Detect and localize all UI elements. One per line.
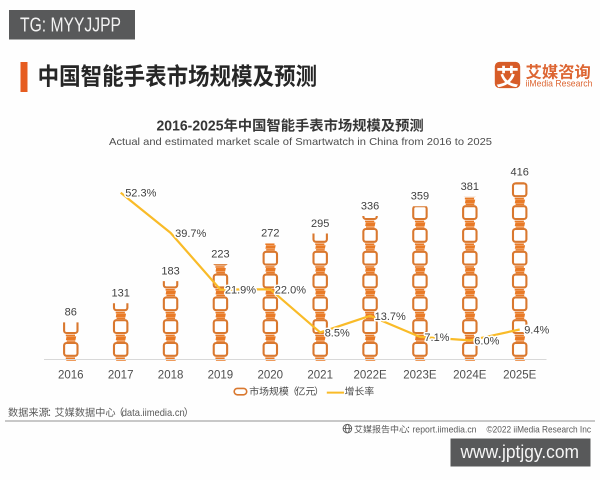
svg-text:22.0%: 22.0% [275,284,306,296]
svg-text:©2022 iiMedia Research Inc: ©2022 iiMedia Research Inc [487,425,592,435]
svg-text:iiMedia Research: iiMedia Research [526,79,593,89]
svg-text:39.7%: 39.7% [175,228,206,240]
svg-text:2020: 2020 [258,370,284,382]
svg-text:9.4%: 9.4% [524,325,549,337]
svg-text:2017: 2017 [108,370,134,382]
svg-text:2024E: 2024E [453,370,487,382]
svg-text:Actual and estimated market sc: Actual and estimated market scale of Sma… [109,136,492,148]
svg-text:381: 381 [461,181,479,193]
svg-text:2016-2025: 2016-2025 [157,119,224,135]
svg-text:www.jptjgy.com: www.jptjgy.com [460,442,579,462]
svg-text:report.iimedia.cn: report.iimedia.cn [413,425,477,435]
svg-text:8.5%: 8.5% [325,327,350,339]
svg-text:13.7%: 13.7% [375,311,406,323]
svg-text:2023E: 2023E [403,370,437,382]
svg-text:2016: 2016 [58,370,84,382]
svg-text:data.iimedia.cn: data.iimedia.cn [122,408,185,419]
svg-text:183: 183 [161,265,179,277]
svg-text:2022E: 2022E [353,370,387,382]
svg-text:223: 223 [211,248,229,260]
svg-text:2021: 2021 [307,370,333,382]
svg-text:295: 295 [311,218,329,230]
svg-text:6.0%: 6.0% [474,335,499,347]
svg-text:416: 416 [511,166,529,178]
svg-text:131: 131 [112,288,130,300]
svg-text:86: 86 [65,307,77,319]
svg-text:336: 336 [361,200,379,212]
svg-text:52.3%: 52.3% [125,188,156,200]
svg-text:TG: MYYJJPP: TG: MYYJJPP [20,15,121,37]
svg-text:272: 272 [261,228,279,240]
svg-text:2019: 2019 [208,370,234,382]
svg-text:2018: 2018 [158,370,184,382]
svg-text:21.9%: 21.9% [225,285,256,297]
svg-text:7.1%: 7.1% [424,332,449,344]
svg-text:359: 359 [411,191,429,203]
svg-text:2025E: 2025E [503,370,537,382]
